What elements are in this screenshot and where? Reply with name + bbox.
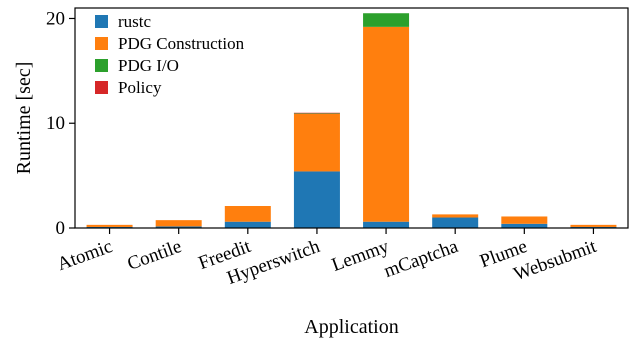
- x-tick-label-contile: Contile: [125, 236, 185, 275]
- bar-pdg-i-o-hyperswitch: [294, 113, 340, 114]
- legend-label-rustc: rustc: [118, 12, 152, 31]
- y-tick-label: 10: [46, 113, 65, 134]
- legend-label-policy: Policy: [118, 78, 162, 97]
- y-axis: 0 10 20: [46, 8, 75, 239]
- x-tick-label-atomic: Atomic: [55, 236, 116, 275]
- bar-rustc-freedit: [225, 222, 271, 228]
- bar-pdg-construction-mcaptcha: [432, 214, 478, 217]
- bar-policy-hyperswitch: [294, 113, 340, 114]
- legend-swatch-policy: [95, 81, 108, 94]
- legend-swatch-pdg-i-o: [95, 59, 108, 72]
- y-tick-label: 0: [56, 218, 66, 239]
- bar-rustc-plume: [501, 224, 547, 228]
- y-tick-label: 20: [46, 8, 65, 29]
- y-axis-label: Runtime [sec]: [13, 62, 35, 175]
- bar-rustc-lemmy: [363, 222, 409, 228]
- bar-pdg-construction-freedit: [225, 206, 271, 222]
- legend-label-pdg-i-o: PDG I/O: [118, 56, 179, 75]
- legend-swatch-rustc: [95, 15, 108, 28]
- x-tick-label-lemmy: Lemmy: [329, 236, 392, 276]
- bar-rustc-mcaptcha: [432, 218, 478, 228]
- x-axis-label: Application: [304, 316, 398, 338]
- bar-pdg-construction-plume: [501, 216, 547, 223]
- legend-label-pdg-construction: PDG Construction: [118, 34, 245, 53]
- bar-rustc-hyperswitch: [294, 171, 340, 228]
- bar-pdg-construction-lemmy: [363, 27, 409, 222]
- bar-pdg-construction-contile: [156, 220, 202, 226]
- bar-pdg-construction-hyperswitch: [294, 114, 340, 172]
- x-tick-label-mcaptcha: mCaptcha: [381, 236, 461, 282]
- legend-swatch-pdg-construction: [95, 37, 108, 50]
- bar-pdg-i-o-lemmy: [363, 13, 409, 27]
- bar-pdg-construction-websubmit: [570, 225, 616, 227]
- legend: rustc PDG Construction PDG I/O Policy: [95, 12, 245, 97]
- bar-pdg-construction-atomic: [87, 225, 133, 227]
